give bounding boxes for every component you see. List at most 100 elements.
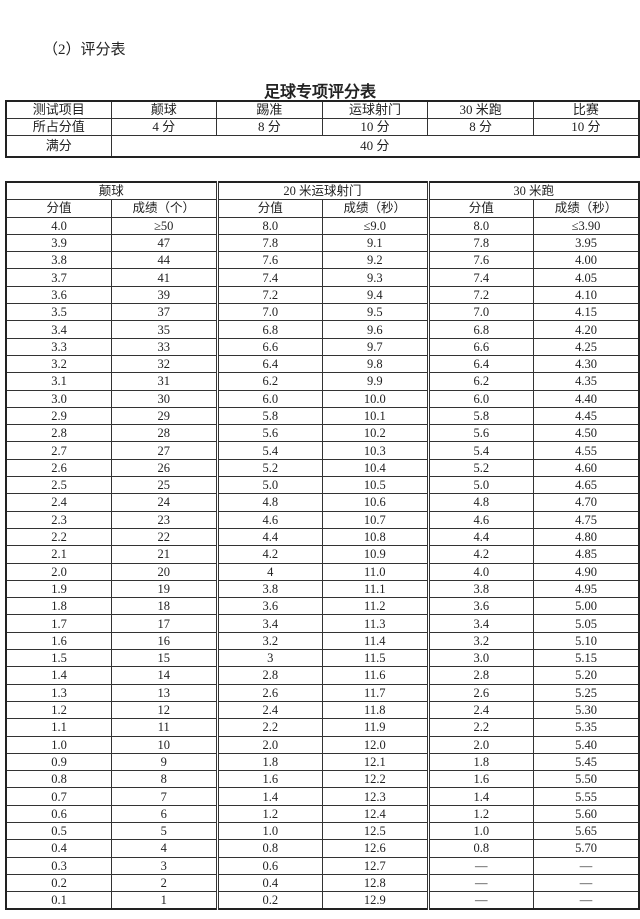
table-cell: 4.8: [426, 493, 534, 512]
table-row: 2.7 27 5.4 10.3 5.4 4.55: [5, 441, 640, 460]
table-cell: 2.8: [426, 666, 534, 685]
table-row: 1.6 16 3.2 11.4 3.2 5.10: [5, 631, 640, 651]
table-cell: 3.0: [5, 389, 112, 408]
table-cell: 4.75: [533, 510, 640, 529]
table-cell: 3.4: [426, 614, 534, 633]
table-cell: 12.9: [322, 891, 429, 910]
table-cell: 3.6: [5, 285, 112, 305]
table-cell: 4.0: [426, 562, 534, 581]
table-row: 1.9 19 3.8 11.1 3.8 4.95: [5, 579, 640, 599]
table-cell: 5.6: [426, 424, 534, 443]
table-row: 1.4 14 2.8 11.6 2.8 5.20: [5, 666, 640, 685]
table-cell: 踢准: [216, 100, 323, 119]
table-cell: 2.4: [5, 493, 112, 512]
table-cell: 4.00: [533, 251, 640, 270]
table-cell: 10 分: [321, 118, 429, 136]
table-cell: 4.60: [533, 458, 640, 478]
table-cell: 1.0: [5, 735, 112, 754]
column-header-row: 分值 成绩（个） 分值 成绩（秒） 分值 成绩（秒）: [5, 199, 640, 218]
table-cell: 2.6: [426, 683, 534, 702]
table-cell: 6.6: [426, 337, 534, 356]
table-cell: 4.70: [533, 493, 640, 512]
table-cell: 1.4: [5, 666, 112, 685]
table-cell: 0.8: [426, 839, 534, 858]
table-cell: 12.3: [322, 787, 429, 806]
table-cell: 4.45: [533, 406, 640, 426]
table-cell: 比赛: [532, 100, 640, 119]
table-cell: 3.7: [5, 268, 112, 287]
group-header: 20 米运球射门: [215, 181, 429, 201]
table-cell: 10 分: [532, 118, 640, 136]
table-cell: 5.05: [533, 614, 640, 633]
table-cell: ≤3.90: [533, 216, 640, 235]
table-cell: 1.8: [215, 752, 323, 772]
table-cell: 10.1: [322, 406, 429, 426]
table-cell: 1.6: [426, 770, 534, 789]
table-cell: 7.8: [426, 233, 534, 253]
table-cell: 12.0: [322, 735, 429, 754]
table-cell: 10.8: [322, 527, 429, 547]
table-cell: 11.6: [322, 666, 429, 685]
table-cell: 13: [111, 683, 218, 702]
table-cell: 2.1: [5, 545, 112, 564]
table-cell: 4.25: [533, 337, 640, 356]
table-cell: 7.2: [215, 285, 323, 305]
table-cell: 4.90: [533, 562, 640, 581]
column-header: 分值: [426, 199, 534, 218]
table-cell: 9.1: [322, 233, 429, 253]
group-header: 30 米跑: [426, 181, 640, 201]
table-cell: 2.4: [426, 700, 534, 720]
table-cell: 1.7: [5, 614, 112, 633]
table-cell: 5.20: [533, 666, 640, 685]
table-cell: 5.2: [426, 458, 534, 478]
table-cell: 3.0: [426, 649, 534, 668]
table-row: 2.1 21 4.2 10.9 4.2 4.85: [5, 545, 640, 564]
table-cell: 1.5: [5, 649, 112, 668]
table-cell: 5.2: [215, 458, 323, 478]
table-cell: 6.2: [215, 372, 323, 391]
table-cell: 3.3: [5, 337, 112, 356]
table-cell: 4.65: [533, 476, 640, 495]
table-cell: 18: [111, 597, 218, 616]
table-cell: 9.4: [322, 285, 429, 305]
table-cell: 2.9: [5, 406, 112, 426]
column-header: 成绩（个）: [111, 199, 218, 218]
table-row: 2.3 23 4.6 10.7 4.6 4.75: [5, 510, 640, 529]
table-cell: 12.8: [322, 873, 429, 893]
table-cell: 10.0: [322, 389, 429, 408]
table-cell: 4.8: [215, 493, 323, 512]
table-cell: 16: [111, 631, 218, 651]
table-cell: 11.3: [322, 614, 429, 633]
table-cell: 2.0: [5, 562, 112, 581]
group-header: 颠球: [5, 181, 218, 201]
table-cell: 28: [111, 424, 218, 443]
table-cell: 5.60: [533, 804, 640, 823]
table-cell: 19: [111, 579, 218, 599]
table-cell: 5.50: [533, 770, 640, 789]
table-cell: 4.80: [533, 527, 640, 547]
table-cell: 17: [111, 614, 218, 633]
table-cell: 8 分: [427, 118, 534, 136]
table-cell: 1.3: [5, 683, 112, 702]
table-cell: 4.85: [533, 545, 640, 564]
table-cell: 3.5: [5, 303, 112, 322]
table-cell: 1.4: [215, 787, 323, 806]
table-cell: 8.0: [426, 216, 534, 235]
table-cell: 1.6: [5, 631, 112, 651]
table-cell: 12.7: [322, 856, 429, 875]
table-cell: 1.0: [426, 821, 534, 841]
table-cell: 7.0: [426, 303, 534, 322]
table-cell: 8.0: [215, 216, 323, 235]
table-row: 0.7 7 1.4 12.3 1.4 5.55: [5, 787, 640, 806]
table-cell: 9.6: [322, 320, 429, 339]
table-cell: 0.8: [215, 839, 323, 858]
table-cell: 8 分: [216, 118, 323, 136]
table-row: 1.3 13 2.6 11.7 2.6 5.25: [5, 683, 640, 702]
table-cell: 7.6: [426, 251, 534, 270]
table-cell: —: [533, 873, 640, 893]
table-cell: 0.1: [5, 891, 112, 910]
table-cell: 0.4: [215, 873, 323, 893]
table-row: 2.4 24 4.8 10.6 4.8 4.70: [5, 493, 640, 512]
table-cell: 0.8: [5, 770, 112, 789]
column-header: 分值: [215, 199, 323, 218]
